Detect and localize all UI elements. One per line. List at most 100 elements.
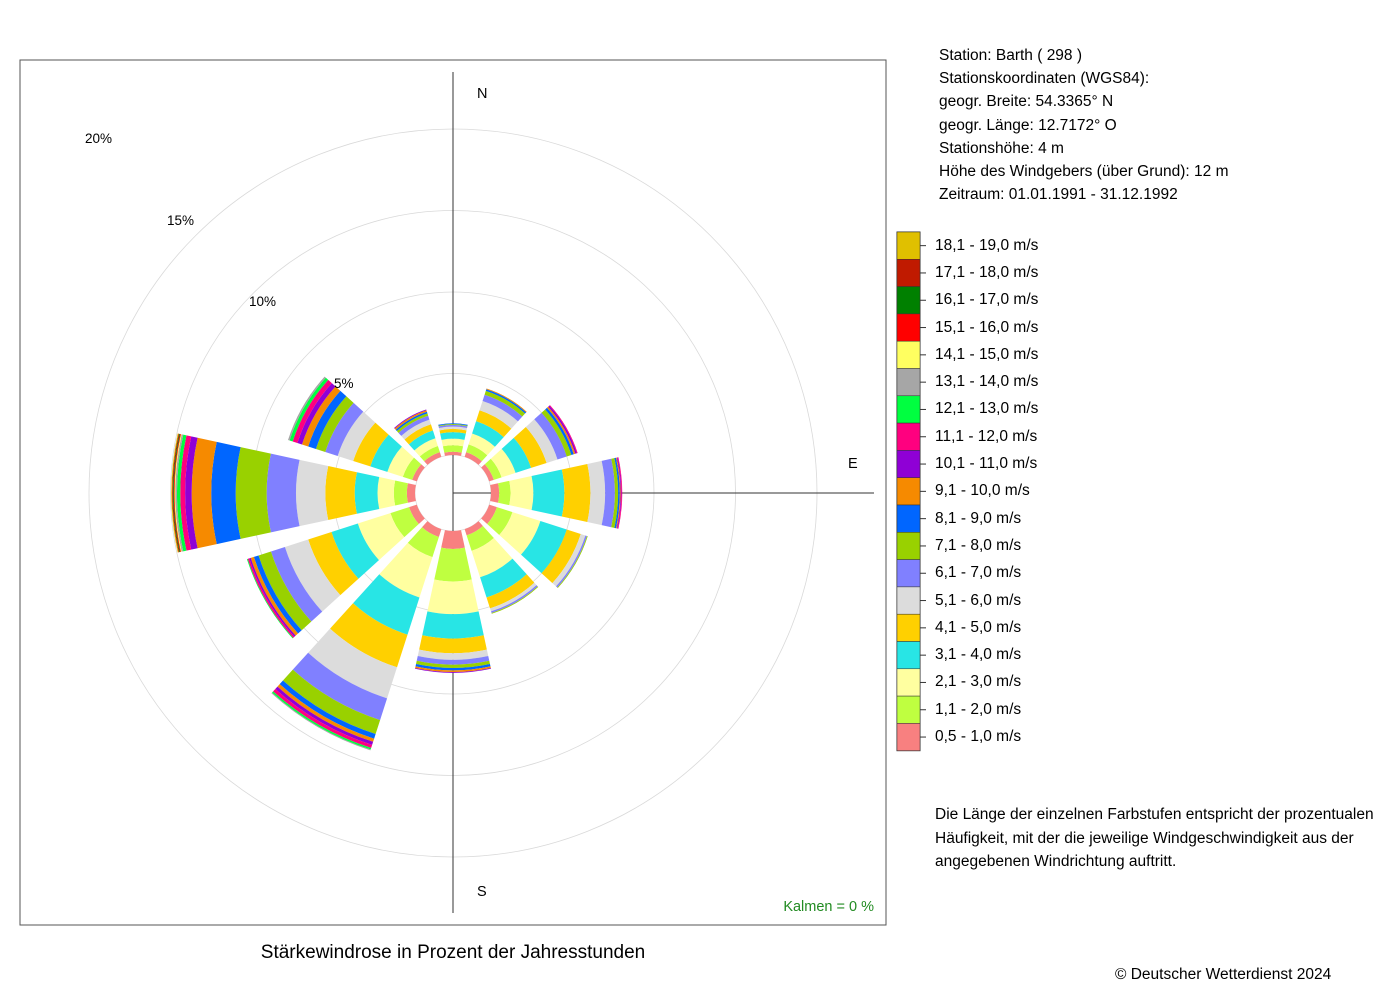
sector-270-speed-class-3 <box>377 477 396 509</box>
sector-60-speed-class-9 <box>545 407 574 455</box>
ring-label-5: 5% <box>334 376 354 391</box>
sector-270-speed-class-9 <box>211 441 241 545</box>
sector-300-speed-class-1 <box>412 464 425 482</box>
sector-0-speed-class-9 <box>438 423 468 426</box>
sector-30-speed-class-1 <box>464 452 482 465</box>
sector-210-speed-class-10 <box>277 684 375 742</box>
note-line: angegebenen Windrichtung auftritt. <box>935 853 1177 870</box>
sector-270-speed-class-13 <box>177 434 187 552</box>
legend-label-8: 7,1 - 8,0 m/s <box>935 536 1022 554</box>
sector-210-speed-class-1 <box>422 521 442 537</box>
sector-210-speed-class-3 <box>379 542 433 598</box>
sector-60-speed-class-7 <box>534 412 567 460</box>
sector-120-speed-class-5 <box>541 529 581 584</box>
sector-210-deg <box>271 521 442 751</box>
sector-330-speed-class-7 <box>398 415 430 436</box>
ring-label-20: 20% <box>85 131 113 146</box>
sector-270-speed-class-16 <box>173 433 181 553</box>
sector-240-speed-class-2 <box>390 507 419 538</box>
chart-title: Stärkewindrose in Prozent der Jahresstun… <box>260 942 646 963</box>
sector-240-speed-class-5 <box>308 532 359 596</box>
sector-30-speed-class-6 <box>479 400 518 429</box>
sector-300-deg <box>288 376 425 482</box>
sector-0-speed-class-6 <box>438 426 468 431</box>
sector-270-speed-class-17 <box>172 433 181 553</box>
legend-label-12: 11,1 - 12,0 m/s <box>935 427 1038 445</box>
sector-180-speed-class-5 <box>419 635 487 654</box>
sector-300-speed-class-13 <box>289 377 329 442</box>
sector-90-speed-class-12 <box>617 457 623 529</box>
sector-120-speed-class-3 <box>499 512 541 555</box>
plot-frame <box>19 59 887 926</box>
sector-120-speed-class-6 <box>552 534 586 587</box>
sector-120-speed-class-1 <box>481 504 497 524</box>
sector-30-deg <box>464 388 527 465</box>
sector-240-speed-class-9 <box>253 555 302 634</box>
direction-label-north: N <box>477 86 488 102</box>
sector-30-speed-class-4 <box>472 421 504 447</box>
sector-210-speed-class-4 <box>353 574 420 635</box>
sector-0-speed-class-5 <box>439 428 467 434</box>
legend-label-3: 2,1 - 3,0 m/s <box>935 673 1022 691</box>
sector-300-speed-class-12 <box>292 379 332 444</box>
sector-60-speed-class-11 <box>548 405 577 454</box>
legend-label-18: 17,1 - 18,0 m/s <box>935 263 1039 281</box>
sector-270-speed-class-19 <box>171 433 179 553</box>
sector-330-speed-class-8 <box>396 413 429 433</box>
legend-label-1: 0,5 - 1,0 m/s <box>935 728 1022 746</box>
calm-percentage: Kalmen = 0 % <box>783 899 874 915</box>
sector-210-speed-class-2 <box>407 527 439 558</box>
sector-300-speed-class-9 <box>308 390 347 449</box>
ring-label-15: 15% <box>167 213 195 228</box>
sector-90-speed-class-2 <box>498 480 511 506</box>
station-latitude: geogr. Breite: 54.3365° N <box>939 93 1114 111</box>
sector-240-speed-class-1 <box>409 504 425 524</box>
sector-150-deg <box>464 521 539 614</box>
sector-330-speed-class-9 <box>395 411 428 432</box>
sector-180-speed-class-7 <box>416 656 490 665</box>
sector-60-speed-class-10 <box>546 406 576 455</box>
legend-label-2: 1,1 - 2,0 m/s <box>935 700 1022 718</box>
sector-60-speed-class-5 <box>513 426 547 468</box>
sector-330-speed-class-1 <box>424 452 442 465</box>
legend-label-9: 8,1 - 9,0 m/s <box>935 509 1022 527</box>
legend-swatch-10 <box>896 477 921 506</box>
sector-210-speed-class-8 <box>282 669 381 735</box>
sector-300-speed-class-7 <box>325 402 364 456</box>
legend-swatch-9 <box>896 504 921 533</box>
sector-0-speed-class-1 <box>444 451 462 456</box>
sector-150-speed-class-2 <box>466 525 494 551</box>
sector-270-speed-class-14 <box>175 434 184 552</box>
station-name: Station: Barth ( 298 ) <box>939 47 1083 64</box>
sector-120-deg <box>481 504 588 589</box>
sector-90-speed-class-7 <box>601 458 615 528</box>
sector-150-speed-class-6 <box>490 582 537 612</box>
sector-330-speed-class-5 <box>404 424 433 445</box>
legend-swatch-11 <box>896 450 921 478</box>
legend-label-15: 14,1 - 15,0 m/s <box>935 345 1039 363</box>
legend-swatch-18 <box>896 259 921 287</box>
legend-swatch-17 <box>896 286 921 315</box>
sector-270-speed-class-1 <box>406 483 416 503</box>
legend-swatch-13 <box>896 395 921 424</box>
sector-60-speed-class-8 <box>541 409 572 457</box>
sector-120-speed-class-7 <box>556 535 587 588</box>
sector-300-speed-class-11 <box>297 383 336 445</box>
sector-270-speed-class-6 <box>296 459 329 527</box>
sector-300-speed-class-3 <box>387 446 414 477</box>
sector-60-speed-class-1 <box>481 464 494 482</box>
sector-270-speed-class-10 <box>191 437 217 549</box>
sector-270-speed-class-11 <box>185 436 198 550</box>
sector-180-speed-class-2 <box>434 547 472 582</box>
sector-0-speed-class-2 <box>442 445 464 453</box>
sector-210-speed-class-11 <box>275 686 374 745</box>
legend-swatch-16 <box>896 313 921 342</box>
legend-swatch-19 <box>896 231 921 260</box>
sector-300-speed-class-2 <box>402 457 422 480</box>
legend-swatch-7 <box>896 559 921 588</box>
sector-150-speed-class-5 <box>486 574 535 609</box>
sector-180-speed-class-8 <box>416 660 490 668</box>
legend-label-16: 15,1 - 16,0 m/s <box>935 318 1039 336</box>
sector-90-speed-class-6 <box>587 460 606 526</box>
sector-270-speed-class-4 <box>354 472 380 514</box>
